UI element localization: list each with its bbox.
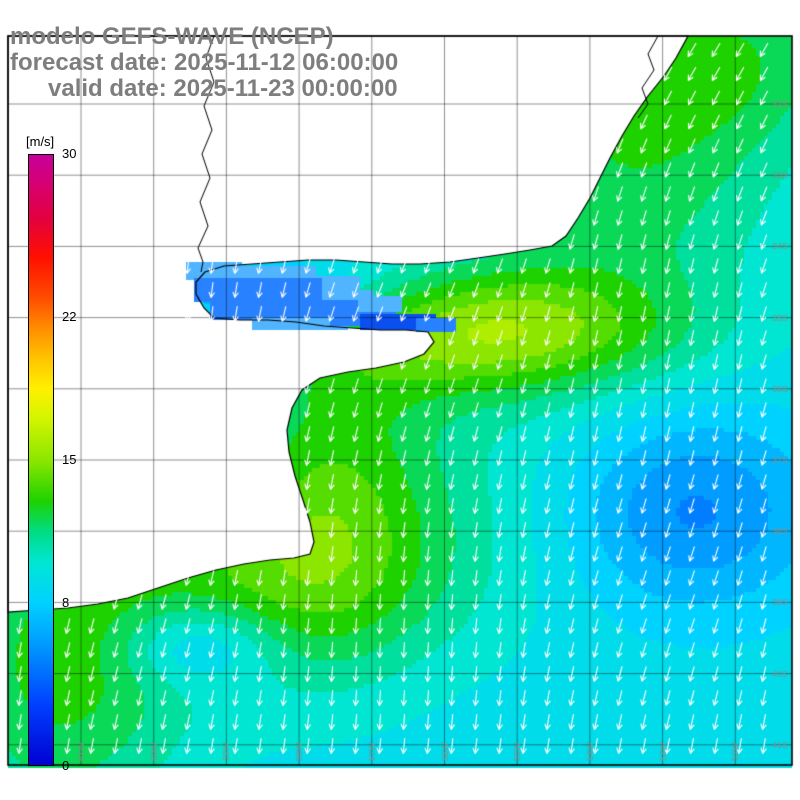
- forecast-date-line: forecast date: 2025-11-12 06:00:00: [10, 49, 399, 76]
- model-title: modelo GEFS-WAVE (NCEP): [10, 23, 334, 50]
- colorbar-units-label: [m/s]: [26, 134, 55, 149]
- title-block: modelo GEFS-WAVE (NCEP) forecast date: 2…: [10, 24, 398, 102]
- colorbar: [m/s] 30 22 15 8 0: [26, 134, 118, 784]
- valid-date-line: valid date: 2025-11-23 00:00:00: [48, 75, 398, 102]
- colorbar-gradient: [28, 154, 54, 766]
- colorbar-tick-label: 22: [62, 309, 77, 325]
- colorbar-tick-label: 15: [62, 452, 77, 467]
- colorbar-tick-label: 8: [62, 594, 70, 610]
- colorbar-tick-label: 0: [62, 758, 70, 773]
- colorbar-tick-label: 30: [62, 146, 77, 161]
